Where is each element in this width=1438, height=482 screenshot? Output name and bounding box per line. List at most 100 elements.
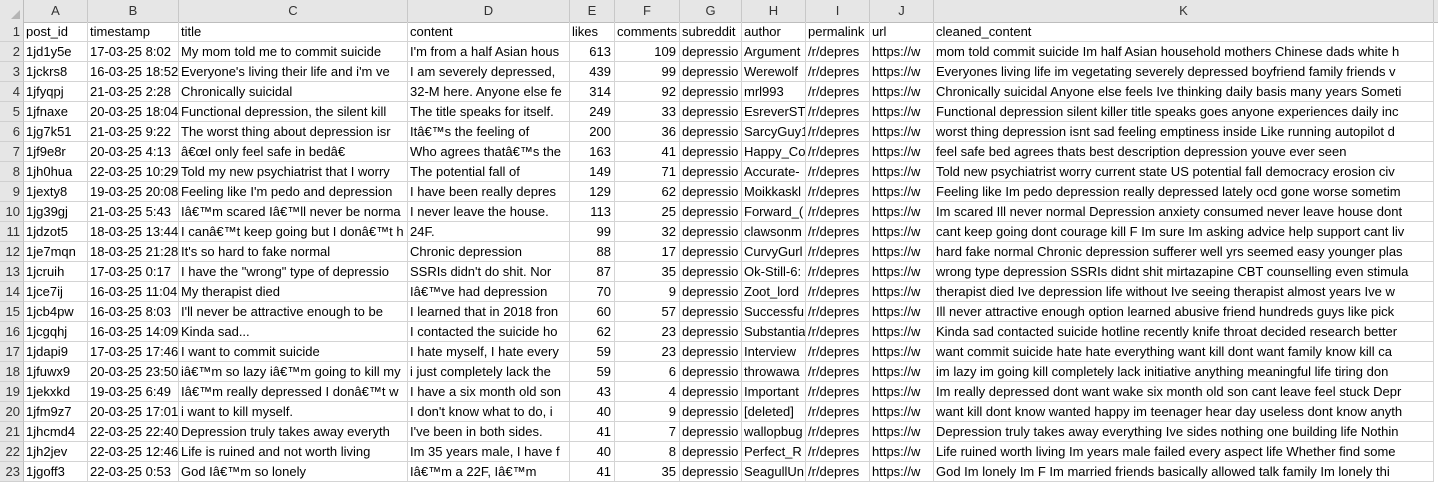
cell-b5[interactable]: 20-03-25 18:04 [88, 102, 179, 122]
cell-j9[interactable]: https://w [870, 182, 934, 202]
cell-d13[interactable]: SSRIs didn't do shit. Nor [408, 262, 570, 282]
cell-d14[interactable]: Iâ€™ve had depression [408, 282, 570, 302]
cell-k9[interactable]: Feeling like Im pedo depression really d… [934, 182, 1434, 202]
cell-f22[interactable]: 8 [615, 442, 680, 462]
cell-i19[interactable]: /r/depres [806, 382, 870, 402]
cell-a16[interactable]: 1jcgqhj [24, 322, 88, 342]
cell-b1[interactable]: timestamp [88, 22, 179, 42]
column-header-b[interactable]: B [88, 0, 179, 22]
cell-e1[interactable]: likes [570, 22, 615, 42]
row-header[interactable]: 23 [0, 462, 24, 482]
cell-b12[interactable]: 18-03-25 21:28 [88, 242, 179, 262]
cell-a5[interactable]: 1jfnaxe [24, 102, 88, 122]
cell-d16[interactable]: I contacted the suicide ho [408, 322, 570, 342]
cell-f20[interactable]: 9 [615, 402, 680, 422]
cell-f6[interactable]: 36 [615, 122, 680, 142]
cell-a21[interactable]: 1jhcmd4 [24, 422, 88, 442]
row-header[interactable]: 5 [0, 102, 24, 122]
cell-h11[interactable]: clawsonm [742, 222, 806, 242]
cell-b16[interactable]: 16-03-25 14:09 [88, 322, 179, 342]
cell-e5[interactable]: 249 [570, 102, 615, 122]
cell-h22[interactable]: Perfect_R [742, 442, 806, 462]
cell-i6[interactable]: /r/depres [806, 122, 870, 142]
cell-a14[interactable]: 1jce7ij [24, 282, 88, 302]
cell-e10[interactable]: 113 [570, 202, 615, 222]
cell-a1[interactable]: post_id [24, 22, 88, 42]
cell-b14[interactable]: 16-03-25 11:04 [88, 282, 179, 302]
column-header-c[interactable]: C [179, 0, 408, 22]
cell-f19[interactable]: 4 [615, 382, 680, 402]
cell-k20[interactable]: want kill dont know wanted happy im teen… [934, 402, 1434, 422]
cell-h8[interactable]: Accurate- [742, 162, 806, 182]
cell-c21[interactable]: Depression truly takes away everyth [179, 422, 408, 442]
row-header[interactable]: 13 [0, 262, 24, 282]
cell-f9[interactable]: 62 [615, 182, 680, 202]
cell-k6[interactable]: worst thing depression isnt sad feeling … [934, 122, 1434, 142]
cell-k12[interactable]: hard fake normal Chronic depression suff… [934, 242, 1434, 262]
column-header-j[interactable]: J [870, 0, 934, 22]
cell-d23[interactable]: Iâ€™m a 22F, Iâ€™m [408, 462, 570, 482]
cell-a7[interactable]: 1jf9e8r [24, 142, 88, 162]
column-header-i[interactable]: I [806, 0, 870, 22]
cell-e19[interactable]: 43 [570, 382, 615, 402]
cell-a9[interactable]: 1jexty8 [24, 182, 88, 202]
cell-b8[interactable]: 22-03-25 10:29 [88, 162, 179, 182]
cell-b3[interactable]: 16-03-25 18:52 [88, 62, 179, 82]
row-header[interactable]: 4 [0, 82, 24, 102]
row-header[interactable]: 10 [0, 202, 24, 222]
cell-h9[interactable]: Moikkaskl [742, 182, 806, 202]
cell-f1[interactable]: comments [615, 22, 680, 42]
cell-c17[interactable]: I want to commit suicide [179, 342, 408, 362]
cell-c23[interactable]: God Iâ€™m so lonely [179, 462, 408, 482]
cell-g10[interactable]: depressio [680, 202, 742, 222]
cell-f8[interactable]: 71 [615, 162, 680, 182]
cell-j3[interactable]: https://w [870, 62, 934, 82]
cell-j14[interactable]: https://w [870, 282, 934, 302]
column-header-h[interactable]: H [742, 0, 806, 22]
row-header[interactable]: 16 [0, 322, 24, 342]
cell-g20[interactable]: depressio [680, 402, 742, 422]
cell-f7[interactable]: 41 [615, 142, 680, 162]
cell-k11[interactable]: cant keep going dont courage kill F Im s… [934, 222, 1434, 242]
cell-c15[interactable]: I'll never be attractive enough to be [179, 302, 408, 322]
cell-f13[interactable]: 35 [615, 262, 680, 282]
cell-b23[interactable]: 22-03-25 0:53 [88, 462, 179, 482]
cell-b13[interactable]: 17-03-25 0:17 [88, 262, 179, 282]
cell-k19[interactable]: Im really depressed dont want wake six m… [934, 382, 1434, 402]
cell-d8[interactable]: The potential fall of [408, 162, 570, 182]
cell-j1[interactable]: url [870, 22, 934, 42]
cell-f18[interactable]: 6 [615, 362, 680, 382]
cell-g8[interactable]: depressio [680, 162, 742, 182]
cell-i21[interactable]: /r/depres [806, 422, 870, 442]
cell-e2[interactable]: 613 [570, 42, 615, 62]
cell-i8[interactable]: /r/depres [806, 162, 870, 182]
cell-g21[interactable]: depressio [680, 422, 742, 442]
row-header[interactable]: 17 [0, 342, 24, 362]
cell-i15[interactable]: /r/depres [806, 302, 870, 322]
cell-c3[interactable]: Everyone's living their life and i'm ve [179, 62, 408, 82]
cell-k13[interactable]: wrong type depression SSRIs didnt shit m… [934, 262, 1434, 282]
cell-j6[interactable]: https://w [870, 122, 934, 142]
cell-a20[interactable]: 1jfm9z7 [24, 402, 88, 422]
cell-h3[interactable]: Werewolf [742, 62, 806, 82]
row-header[interactable]: 1 [0, 22, 24, 42]
cell-f2[interactable]: 109 [615, 42, 680, 62]
cell-b17[interactable]: 17-03-25 17:46 [88, 342, 179, 362]
cell-c22[interactable]: Life is ruined and not worth living [179, 442, 408, 462]
cell-i14[interactable]: /r/depres [806, 282, 870, 302]
cell-e4[interactable]: 314 [570, 82, 615, 102]
cell-k18[interactable]: im lazy im going kill completely lack in… [934, 362, 1434, 382]
select-all-corner[interactable] [0, 0, 24, 22]
cell-i23[interactable]: /r/depres [806, 462, 870, 482]
cell-d3[interactable]: I am severely depressed, [408, 62, 570, 82]
column-header-g[interactable]: G [680, 0, 742, 22]
cell-d4[interactable]: 32-M here. Anyone else fe [408, 82, 570, 102]
row-header[interactable]: 19 [0, 382, 24, 402]
cell-f12[interactable]: 17 [615, 242, 680, 262]
row-header[interactable]: 18 [0, 362, 24, 382]
cell-e7[interactable]: 163 [570, 142, 615, 162]
cell-c9[interactable]: Feeling like I'm pedo and depression [179, 182, 408, 202]
cell-e18[interactable]: 59 [570, 362, 615, 382]
cell-e12[interactable]: 88 [570, 242, 615, 262]
